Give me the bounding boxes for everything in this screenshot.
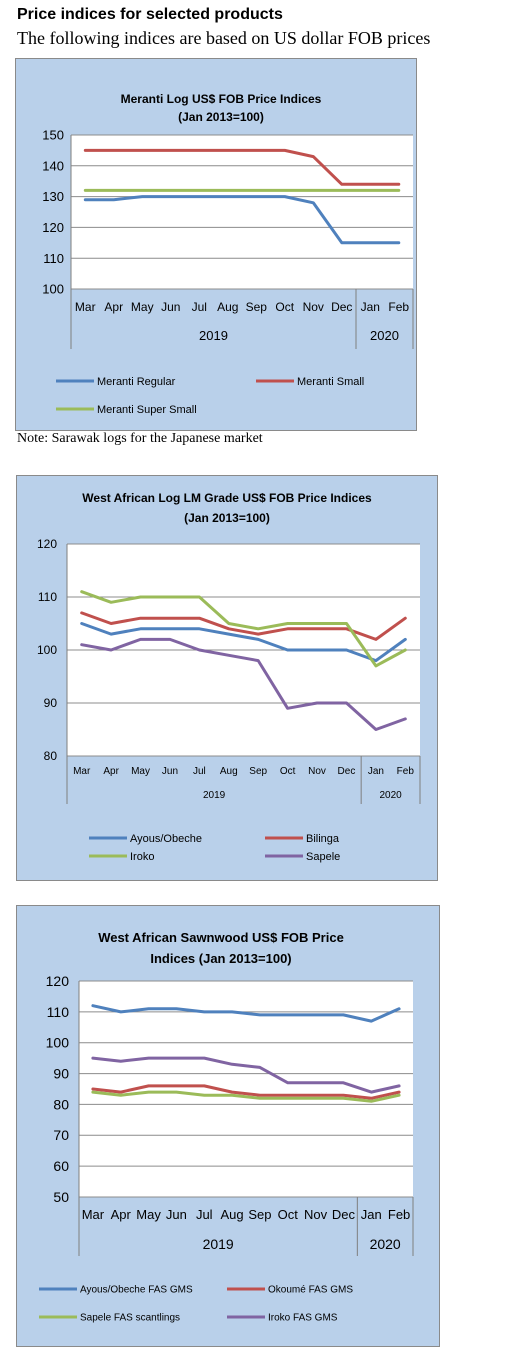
page-heading: Price indices for selected products: [17, 6, 283, 23]
x-tick-label: Jul: [192, 300, 207, 314]
year-label: 2019: [203, 1236, 234, 1252]
legend-label: Okoumé FAS GMS: [268, 1285, 353, 1296]
x-tick-label: May: [131, 766, 150, 777]
chart-title-line: Indices (Jan 2013=100): [150, 951, 291, 966]
y-tick-label: 110: [43, 251, 64, 266]
legend-label: Sapele: [306, 851, 340, 863]
y-tick-label: 90: [44, 696, 58, 710]
x-tick-label: Jun: [162, 766, 178, 777]
x-tick-label: Jun: [161, 300, 180, 314]
x-tick-label: Jan: [361, 1207, 382, 1222]
year-label: 2020: [379, 790, 402, 801]
meranti-log-chart-svg: Meranti Log US$ FOB Price Indices (Jan 20…: [42, 92, 414, 416]
x-tick-label: Mar: [73, 766, 91, 777]
y-tick-label: 100: [37, 643, 57, 657]
x-tick-label: Jul: [196, 1207, 213, 1222]
x-tick-label: Aug: [221, 1207, 244, 1222]
y-tick-label: 80: [44, 749, 58, 763]
legend-label: Meranti Regular: [97, 376, 176, 388]
chart-title-line: (Jan 2013=100): [178, 110, 264, 124]
series-line: [83, 195, 401, 245]
chart-note: Note: Sarawak logs for the Japanese mark…: [17, 431, 263, 446]
y-tick-label: 100: [46, 1035, 70, 1051]
x-tick-label: Aug: [217, 300, 238, 314]
legend-label: Bilinga: [306, 833, 340, 845]
x-tick-label: May: [136, 1207, 161, 1222]
x-tick-label: Sep: [249, 766, 267, 777]
x-tick-label: Nov: [304, 1207, 328, 1222]
y-tick-label: 110: [38, 590, 57, 604]
y-tick-label: 150: [42, 128, 64, 143]
y-tick-label: 80: [53, 1096, 69, 1112]
y-tick-label: 120: [42, 220, 64, 235]
x-tick-label: Feb: [388, 300, 409, 314]
legend-label: Iroko FAS GMS: [268, 1313, 338, 1324]
x-tick-label: Apr: [104, 300, 123, 314]
x-tick-label: May: [131, 300, 154, 314]
page-subheading: The following indices are based on US do…: [17, 28, 431, 48]
x-tick-label: Apr: [103, 766, 119, 777]
series-line: [91, 1084, 401, 1100]
x-tick-label: Jan: [361, 300, 380, 314]
legend-label: Ayous/Obeche: [130, 833, 202, 845]
year-label: 2019: [203, 790, 226, 801]
x-tick-label: Apr: [111, 1207, 132, 1222]
x-tick-label: Mar: [82, 1207, 105, 1222]
x-tick-label: Nov: [303, 300, 324, 314]
year-label: 2020: [370, 1236, 401, 1252]
plot-area: [71, 135, 413, 289]
year-label: 2020: [370, 328, 399, 343]
y-tick-label: 50: [53, 1189, 69, 1205]
x-tick-label: Dec: [331, 300, 352, 314]
west-african-sawnwood-chart: West African Sawnwood US$ FOB Price Indic…: [16, 905, 440, 1347]
west-african-log-chart-svg: West African Log LM Grade US$ FOB Price …: [37, 491, 421, 863]
meranti-log-chart: Meranti Log US$ FOB Price Indices (Jan 20…: [15, 58, 417, 431]
legend-label: Sapele FAS scantlings: [80, 1313, 180, 1324]
y-tick-label: 70: [53, 1127, 69, 1143]
x-tick-label: Sep: [246, 300, 268, 314]
series-line: [80, 637, 407, 731]
y-tick-label: 120: [37, 537, 57, 551]
series-line: [91, 1090, 401, 1103]
x-tick-label: Feb: [397, 766, 415, 777]
chart-title-line: West African Sawnwood US$ FOB Price: [98, 930, 344, 945]
year-label: 2019: [199, 328, 228, 343]
x-tick-label: Dec: [338, 766, 356, 777]
x-tick-label: Aug: [220, 766, 238, 777]
chart-title-line: West African Log LM Grade US$ FOB Price …: [82, 491, 372, 505]
y-tick-label: 110: [47, 1004, 70, 1020]
y-tick-label: 60: [53, 1158, 69, 1174]
west-african-sawnwood-chart-svg: West African Sawnwood US$ FOB Price Indic…: [39, 930, 414, 1324]
chart-title-line: Meranti Log US$ FOB Price Indices: [121, 92, 322, 106]
y-tick-label: 90: [53, 1065, 69, 1081]
series-line: [83, 148, 401, 186]
y-tick-label: 130: [42, 189, 64, 204]
series-line: [80, 622, 407, 663]
legend-label: Meranti Super Small: [97, 404, 197, 416]
x-tick-label: Jul: [193, 766, 206, 777]
x-tick-label: Feb: [388, 1207, 410, 1222]
x-tick-label: Oct: [278, 1207, 299, 1222]
y-tick-label: 140: [42, 158, 64, 173]
y-tick-label: 100: [42, 282, 64, 297]
x-tick-label: Nov: [308, 766, 326, 777]
legend-label: Iroko: [130, 851, 154, 863]
x-tick-label: Sep: [248, 1207, 271, 1222]
chart-title-line: (Jan 2013=100): [184, 511, 270, 525]
x-tick-label: Oct: [280, 766, 296, 777]
x-tick-label: Mar: [75, 300, 96, 314]
series-line: [91, 1004, 401, 1023]
series-line: [91, 1056, 401, 1094]
x-tick-label: Jun: [166, 1207, 187, 1222]
legend-label: Ayous/Obeche FAS GMS: [80, 1285, 193, 1296]
x-tick-label: Oct: [275, 300, 294, 314]
legend-label: Meranti Small: [297, 376, 364, 388]
y-tick-label: 120: [46, 973, 70, 989]
x-tick-label: Dec: [332, 1207, 356, 1222]
x-tick-label: Jan: [368, 766, 384, 777]
west-african-log-chart: West African Log LM Grade US$ FOB Price …: [16, 475, 438, 881]
series-line: [80, 590, 407, 668]
